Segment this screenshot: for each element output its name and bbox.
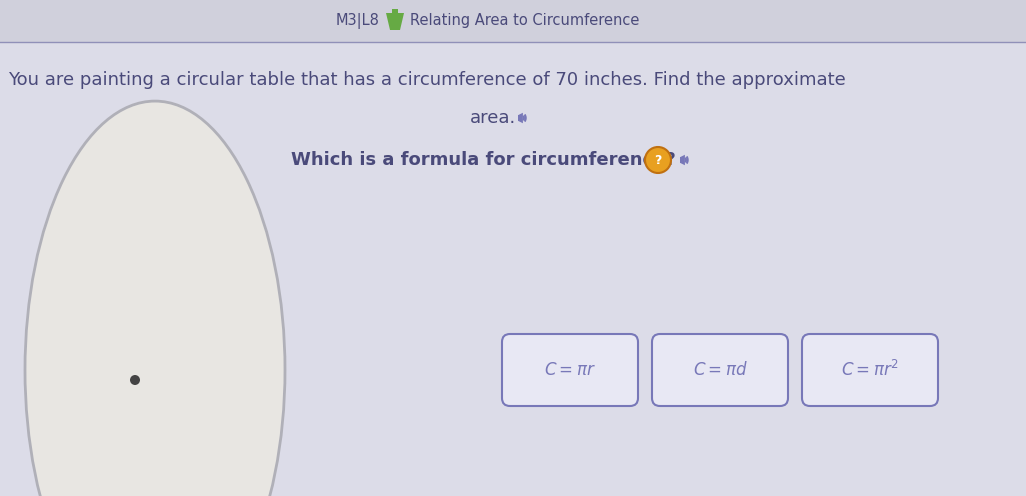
- Text: area.: area.: [470, 109, 516, 127]
- Text: $C = \pi d$: $C = \pi d$: [693, 361, 747, 379]
- FancyBboxPatch shape: [392, 9, 398, 19]
- Polygon shape: [518, 113, 523, 123]
- Circle shape: [645, 147, 671, 173]
- Text: You are painting a circular table that has a circumference of 70 inches. Find th: You are painting a circular table that h…: [8, 71, 845, 89]
- FancyBboxPatch shape: [802, 334, 938, 406]
- Circle shape: [130, 375, 140, 385]
- FancyBboxPatch shape: [518, 115, 521, 121]
- FancyBboxPatch shape: [680, 157, 682, 163]
- Text: M3|L8: M3|L8: [336, 13, 380, 29]
- FancyBboxPatch shape: [0, 0, 1026, 42]
- Text: $C = \pi r^2$: $C = \pi r^2$: [841, 360, 899, 380]
- Polygon shape: [680, 155, 685, 165]
- FancyBboxPatch shape: [652, 334, 788, 406]
- Text: Relating Area to Circumference: Relating Area to Circumference: [410, 13, 640, 28]
- Polygon shape: [386, 13, 404, 30]
- FancyBboxPatch shape: [502, 334, 638, 406]
- Text: $C = \pi r$: $C = \pi r$: [544, 361, 596, 379]
- Text: ?: ?: [655, 153, 662, 167]
- Ellipse shape: [25, 101, 285, 496]
- Text: Which is a formula for circumference?: Which is a formula for circumference?: [290, 151, 675, 169]
